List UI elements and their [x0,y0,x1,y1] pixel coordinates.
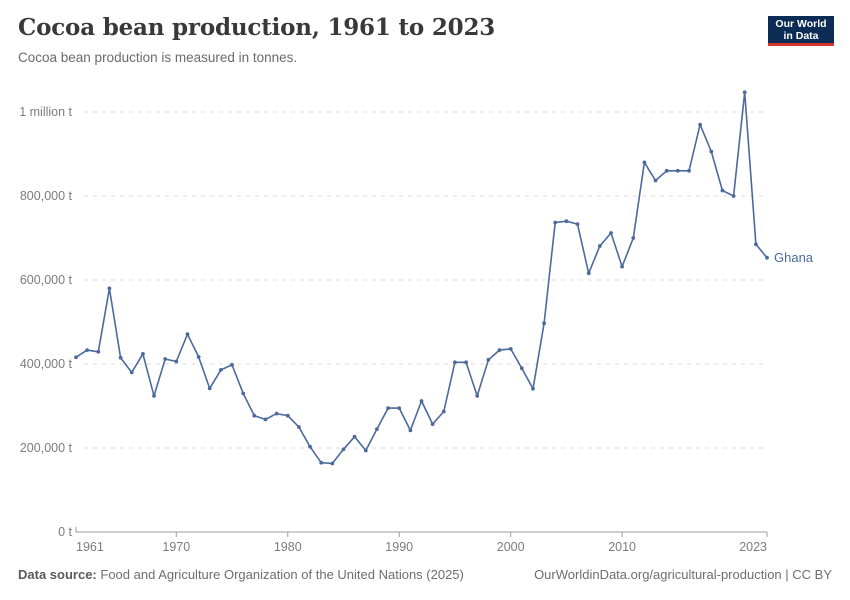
logo-text-line1: Our World [775,17,827,30]
data-point[interactable] [129,370,134,375]
data-point[interactable] [297,425,301,429]
data-point[interactable] [330,461,335,466]
chart-subtitle: Cocoa bean production is measured in ton… [18,49,298,65]
data-point[interactable] [375,427,379,431]
owid-logo[interactable]: Our World in Data [768,16,834,46]
y-axis-labels: 0 t 200,000 t 400,000 t 600,000 t 800,000 t 1… [19,105,72,539]
data-point[interactable] [430,422,435,426]
data-point[interactable] [720,188,725,193]
line-chart[interactable]: 0 t 200,000 t 400,000 t 600,000 t 800,000 t 1… [0,0,850,560]
data-point[interactable] [497,348,502,352]
x-tick-label: 1970 [162,540,190,554]
data-point[interactable] [252,413,257,418]
data-point[interactable] [698,122,702,127]
page-title: Cocoa bean production, 1961 to 2023 [18,14,496,41]
data-point[interactable] [319,460,324,465]
data-point[interactable] [453,360,457,365]
y-gridlines [84,111,767,449]
data-point[interactable] [464,360,468,365]
x-axis: 1961 1970 1980 1990 2000 2010 2023 [75,527,768,554]
y-tick-label: 600,000 t [20,273,73,287]
data-point[interactable] [531,386,535,391]
data-point[interactable] [363,448,368,453]
y-tick-label: 0 t [58,525,72,539]
data-point[interactable] [441,409,446,414]
data-point[interactable] [742,90,747,95]
data-point[interactable] [631,236,636,240]
series-end-label[interactable]: Ghana [774,250,814,265]
data-point[interactable] [642,160,647,165]
data-point[interactable] [765,255,769,260]
data-point[interactable] [152,394,156,398]
y-tick-label: 400,000 t [20,357,73,371]
data-point[interactable] [475,394,480,398]
data-point[interactable] [196,355,201,359]
chart-footer: Data source: Food and Agriculture Organi… [18,567,832,583]
data-point[interactable] [575,222,580,227]
data-point[interactable] [542,321,546,326]
x-tick-label: 2010 [608,540,636,554]
attribution-link[interactable]: OurWorldinData.org/agricultural-producti… [534,567,832,582]
data-point[interactable] [609,231,613,235]
data-point[interactable] [341,447,346,452]
data-point[interactable] [553,220,558,225]
data-point[interactable] [419,399,424,403]
data-point[interactable] [408,428,413,433]
data-point[interactable] [263,417,268,422]
data-point[interactable] [486,357,491,362]
data-point[interactable] [352,434,357,439]
data-point[interactable] [219,368,223,372]
data-point[interactable] [687,168,691,173]
x-tick-label: 1990 [385,540,413,554]
data-point[interactable] [185,332,190,337]
x-tick-label: 1961 [76,540,104,554]
data-point[interactable] [230,362,234,367]
ghana-line-series[interactable] [75,91,768,465]
x-tick-label: 1980 [274,540,302,554]
data-point[interactable] [754,242,758,247]
data-source-text: Food and Agriculture Organization of the… [100,567,464,582]
data-source: Data source: Food and Agriculture Organi… [18,567,464,583]
data-point[interactable] [397,406,402,410]
data-point[interactable] [174,359,179,364]
data-point[interactable] [85,348,89,352]
data-point[interactable] [586,271,591,276]
data-point[interactable] [519,366,524,371]
data-point[interactable] [107,286,112,291]
data-point[interactable] [664,168,669,173]
y-tick-label: 200,000 t [20,441,73,455]
data-point[interactable] [285,413,290,418]
y-tick-label: 800,000 t [20,189,73,203]
data-point[interactable] [274,411,279,416]
data-point[interactable] [620,264,624,269]
data-point[interactable] [163,357,168,361]
data-point[interactable] [386,406,390,410]
data-point[interactable] [308,444,312,449]
chart-header: Cocoa bean production, 1961 to 2023 Coco… [18,14,750,66]
data-point[interactable] [709,149,714,154]
data-point[interactable] [675,168,680,173]
logo-text-line2: in Data [783,29,819,42]
data-point-markers [74,90,769,466]
x-tick-label: 2023 [739,540,767,554]
data-point[interactable] [731,194,736,198]
data-point[interactable] [141,352,145,356]
data-point[interactable] [597,244,602,248]
data-point[interactable] [508,347,513,351]
data-point[interactable] [96,349,101,354]
x-tick-label: 2000 [497,540,525,554]
y-tick-label: 1 million t [19,105,72,119]
data-point[interactable] [564,219,569,224]
data-source-label: Data source: [18,567,97,582]
data-point[interactable] [74,355,78,360]
data-point[interactable] [653,178,658,183]
data-point[interactable] [118,355,123,360]
data-point[interactable] [241,391,246,396]
data-point[interactable] [207,386,212,391]
